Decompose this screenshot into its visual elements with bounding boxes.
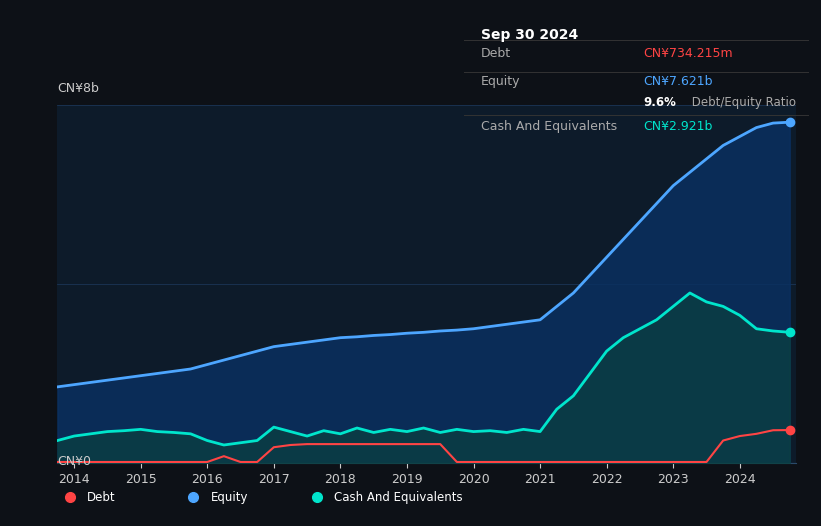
Text: CN¥0: CN¥0 — [57, 455, 91, 468]
Text: CN¥2.921b: CN¥2.921b — [643, 120, 713, 134]
Text: CN¥7.621b: CN¥7.621b — [643, 75, 713, 88]
Text: Cash And Equivalents: Cash And Equivalents — [333, 491, 462, 504]
Text: Equity: Equity — [210, 491, 248, 504]
Text: Debt/Equity Ratio: Debt/Equity Ratio — [688, 96, 796, 109]
Text: CN¥8b: CN¥8b — [57, 82, 99, 95]
Text: Equity: Equity — [481, 75, 521, 88]
Text: Sep 30 2024: Sep 30 2024 — [481, 28, 578, 42]
Text: 9.6%: 9.6% — [643, 96, 676, 109]
Text: Cash And Equivalents: Cash And Equivalents — [481, 120, 617, 134]
Text: Debt: Debt — [481, 47, 511, 60]
Text: CN¥734.215m: CN¥734.215m — [643, 47, 733, 60]
Text: Debt: Debt — [87, 491, 116, 504]
